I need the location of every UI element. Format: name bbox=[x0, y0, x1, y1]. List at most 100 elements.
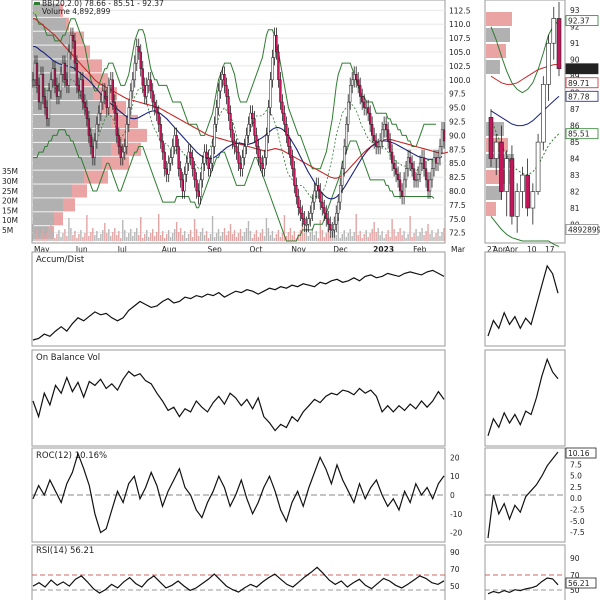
candle-down bbox=[367, 107, 370, 114]
volume-tick-label: 5M bbox=[2, 226, 13, 235]
volume-profile-bar-up bbox=[33, 59, 78, 73]
candle-up bbox=[171, 146, 174, 158]
month-label: Oct bbox=[249, 245, 262, 254]
price-tick-label: 75.0 bbox=[449, 215, 466, 224]
volume-profile-bar-up bbox=[33, 170, 84, 184]
volume-profile-bar-down bbox=[102, 156, 129, 170]
badge-close-box bbox=[565, 63, 599, 75]
volume-bar bbox=[229, 224, 232, 241]
zoom-roc-tick-label: 2.5 bbox=[570, 483, 582, 492]
volume-bar bbox=[199, 232, 202, 241]
zoom-accum-dist-line bbox=[487, 264, 559, 337]
candle-down bbox=[197, 190, 200, 197]
candle-down bbox=[165, 168, 168, 175]
zoom-bb-mid-line bbox=[490, 118, 560, 176]
volume-bar bbox=[441, 232, 443, 241]
candle-up bbox=[414, 179, 418, 182]
volume-bar bbox=[257, 237, 260, 241]
candle-up bbox=[243, 146, 246, 158]
candle-up bbox=[271, 57, 274, 81]
volume-bar bbox=[391, 219, 393, 241]
roc-panel: ROC(12) 10.16% 20 10 0 -10 -20 bbox=[31, 447, 462, 543]
volume-bar bbox=[243, 232, 246, 241]
volume-bar bbox=[159, 235, 162, 241]
volume-profile-bar-up bbox=[33, 114, 111, 129]
candle-down bbox=[392, 162, 396, 169]
roc-tick-label: 0 bbox=[450, 491, 455, 500]
volume-bar bbox=[323, 237, 325, 241]
volume-bar bbox=[311, 228, 314, 241]
volume-tick-label: 10M bbox=[2, 216, 18, 225]
volume-profile-bar-down bbox=[117, 128, 147, 142]
volume-bar bbox=[419, 232, 421, 241]
candle-up bbox=[309, 212, 312, 220]
roc-tick-label: -20 bbox=[450, 529, 462, 538]
candle-down bbox=[41, 74, 45, 97]
volume-bar bbox=[92, 228, 94, 241]
volume-legend-label: Volume 4,892,899 bbox=[42, 7, 111, 16]
price-tick-label: 82.5 bbox=[449, 173, 466, 182]
volume-bar bbox=[319, 220, 322, 241]
volume-bar bbox=[263, 236, 266, 241]
price-tick-label: 105.0 bbox=[449, 48, 471, 57]
roc-tick-label: 20 bbox=[450, 453, 460, 462]
candle-up bbox=[57, 90, 61, 97]
price-tick-label: 112.5 bbox=[449, 6, 471, 15]
candle-down bbox=[398, 179, 402, 192]
zoom-price-tick-label: 84 bbox=[570, 155, 580, 164]
volume-bar bbox=[421, 228, 423, 241]
candle-down bbox=[325, 212, 328, 220]
volume-bar bbox=[130, 229, 132, 241]
candle-up bbox=[311, 201, 314, 214]
volume-bar bbox=[169, 237, 172, 241]
zoom-roc-tick-label: 7.5 bbox=[570, 460, 582, 469]
zoom-ma-mid-line bbox=[490, 95, 560, 127]
zoom-rsi-tick-label: 50 bbox=[570, 586, 580, 595]
badge-roc-label: 10.16 bbox=[568, 449, 590, 458]
candle-up bbox=[109, 79, 112, 86]
candle-up bbox=[101, 90, 104, 103]
badge-volume-box bbox=[565, 224, 599, 235]
volume-profile-bar-down bbox=[84, 170, 108, 184]
volume-bar bbox=[88, 236, 90, 241]
volume-bar bbox=[369, 233, 371, 241]
volume-bar bbox=[409, 216, 411, 241]
candle-up bbox=[47, 90, 51, 119]
volume-bar bbox=[187, 234, 190, 241]
candle-down bbox=[91, 146, 95, 158]
month-label: Jul bbox=[117, 245, 127, 254]
price-legend: BB(20,2.0) 78.66 - 85.51 - 92.37 Volume … bbox=[34, 0, 164, 16]
volume-bar bbox=[50, 221, 52, 241]
volume-bar bbox=[175, 222, 178, 241]
volume-bar bbox=[289, 228, 292, 241]
zoom-price-tick-label: 81 bbox=[570, 204, 580, 213]
volume-bar bbox=[267, 228, 270, 241]
price-tick-label: 72.5 bbox=[449, 229, 466, 238]
volume-tick-label: 20M bbox=[2, 197, 18, 206]
candle-down bbox=[329, 224, 332, 231]
candle-down bbox=[233, 140, 236, 147]
candle-up bbox=[341, 168, 344, 186]
volume-bar bbox=[150, 233, 152, 241]
candle-up bbox=[365, 107, 368, 109]
volume-bars bbox=[32, 214, 445, 241]
badge-rsi-label: 56.21 bbox=[568, 579, 590, 588]
volume-bar bbox=[395, 236, 397, 241]
candle-up bbox=[221, 74, 224, 81]
candle-down bbox=[291, 157, 294, 169]
candle-up bbox=[187, 151, 190, 164]
zoom-candle-up bbox=[530, 191, 536, 209]
rsi-line bbox=[32, 566, 445, 594]
volume-bar bbox=[203, 235, 206, 241]
zoom-price-tick-label: 85 bbox=[570, 138, 580, 147]
candle-up bbox=[31, 79, 35, 82]
volume-bar bbox=[138, 235, 140, 241]
candle-up bbox=[201, 162, 204, 181]
volume-bar bbox=[219, 236, 222, 241]
volume-bar bbox=[351, 236, 353, 241]
zoom-x-label-3: 10 bbox=[527, 245, 537, 254]
candle-down bbox=[355, 74, 358, 81]
